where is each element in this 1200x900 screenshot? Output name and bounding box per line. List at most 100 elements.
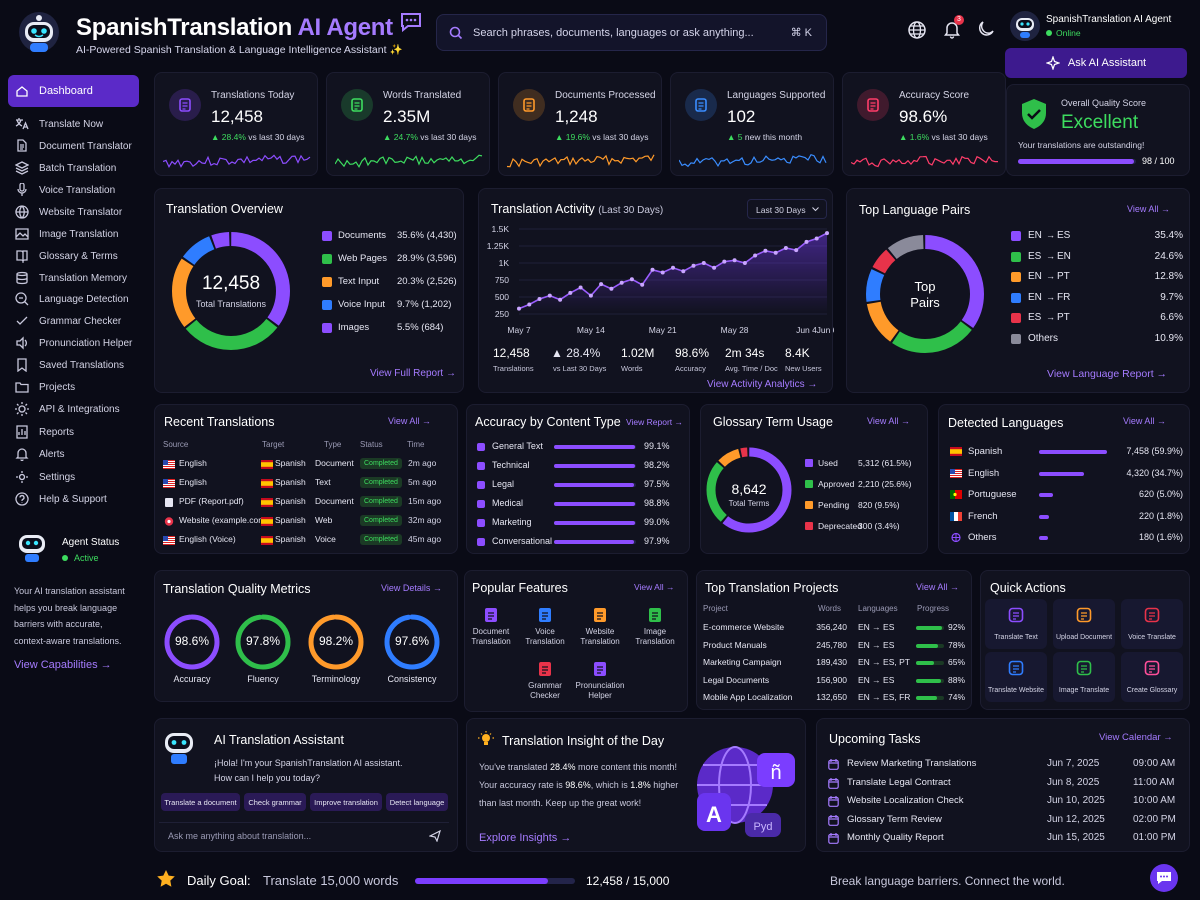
sidebar-item-pronunciation-helper[interactable]: Pronunciation Helper	[8, 333, 139, 353]
general-text-icon	[477, 443, 485, 451]
pronunciation-icon	[594, 662, 606, 676]
sidebar-item-translation-memory[interactable]: Translation Memory	[8, 268, 139, 288]
table-row[interactable]: English (Voice) Spanish Voice Completed 45m …	[155, 534, 455, 548]
notification-button[interactable]: 3	[942, 15, 964, 41]
agent-status-value: Active	[62, 553, 99, 563]
search-bar[interactable]: Search phrases, documents, languages or …	[436, 14, 827, 51]
activity-point	[753, 253, 758, 258]
sidebar-item-alerts[interactable]: Alerts	[8, 444, 139, 464]
table-row[interactable]: PDF (Report.pdf) Spanish Document Completed…	[155, 496, 455, 510]
sidebar-item-reports[interactable]: Reports	[8, 422, 139, 442]
view-capabilities-link[interactable]: View Capabilities →	[14, 659, 112, 671]
sidebar-item-document-translator[interactable]: Document Translator	[8, 136, 139, 156]
kpi-value: 12,458	[211, 107, 263, 126]
sidebar-item-translate-now[interactable]: Translate Now	[8, 114, 139, 134]
table-row[interactable]: Website (example.com) Spanish Web Completed…	[155, 515, 455, 529]
view-full-report-link[interactable]: View Full Report →	[370, 368, 456, 379]
view-language-report-link[interactable]: View Language Report →	[1047, 368, 1168, 380]
voice-icon	[539, 608, 551, 622]
sidebar-item-batch-translation[interactable]: Batch Translation	[8, 158, 139, 178]
view-activity-analytics-link[interactable]: View Activity Analytics →	[707, 379, 818, 390]
database-icon	[16, 271, 28, 285]
feature-image[interactable]: Image Translation	[627, 607, 683, 647]
moon-icon[interactable]	[977, 20, 995, 38]
sidebar-item-voice-translation[interactable]: Voice Translation	[8, 180, 139, 200]
quick-action-label: Upload Document	[1055, 634, 1113, 641]
ask-ai-assistant-button[interactable]: Ask AI Assistant	[1005, 48, 1187, 78]
legend-label: Documents	[338, 230, 387, 241]
sidebar-item-image-translation[interactable]: Image Translation	[8, 224, 139, 244]
task-row[interactable]: Monthly Quality Report Jun 15, 2025 01:00 …	[817, 832, 1187, 846]
avatar[interactable]	[1010, 11, 1040, 41]
sidebar-item-website-translator[interactable]: Website Translator	[8, 202, 139, 222]
status-badge: Completed	[360, 496, 402, 507]
sidebar-item-dashboard[interactable]: Dashboard	[8, 75, 139, 107]
table-row[interactable]: English Spanish Document Completed 2m ago	[155, 458, 455, 472]
pair-arrow: →	[1046, 271, 1055, 281]
view-calendar-link[interactable]: View Calendar →	[1099, 732, 1173, 743]
globe-icon[interactable]	[907, 20, 927, 40]
quick-action-translate-text[interactable]: Translate Text	[985, 599, 1047, 649]
sidebar-item-label: Alerts	[39, 448, 65, 460]
period-dropdown[interactable]: Last 30 Days	[747, 199, 827, 219]
glossary-total: 8,642	[731, 481, 767, 497]
table-row[interactable]: English Spanish Text Completed 5m ago	[155, 477, 455, 491]
sidebar-item-grammar-checker[interactable]: Grammar Checker	[8, 311, 139, 331]
sidebar-item-glossary-terms[interactable]: Glossary & Terms	[8, 246, 139, 266]
table-row[interactable]: Marketing Campaign 189,430 EN → ES, PT 65%	[697, 657, 969, 670]
table-row[interactable]: E-commerce Website 356,240 EN → ES 92%	[697, 622, 969, 635]
project-words: 132,650	[816, 692, 847, 702]
quick-action-upload-document[interactable]: Upload Document	[1053, 599, 1115, 649]
feature-pronunciation[interactable]: Pronunciation Helper	[572, 661, 628, 701]
table-row[interactable]: Legal Documents 156,900 EN → ES 88%	[697, 675, 969, 688]
send-icon[interactable]	[429, 830, 441, 842]
status-badge: Completed	[360, 515, 402, 526]
language-pairs-view-all[interactable]: View All →	[1127, 204, 1170, 214]
quick-action-image-translate[interactable]: Image Translate	[1053, 652, 1115, 702]
column-header: Progress	[917, 604, 950, 613]
quality-metrics-view-details[interactable]: View Details →	[381, 583, 442, 593]
task-row[interactable]: Translate Legal Contract Jun 8, 2025 11:00…	[817, 777, 1187, 791]
accuracy-view-report[interactable]: View Report →	[626, 417, 684, 427]
feature-website[interactable]: Website Translation	[572, 607, 628, 647]
legend-swatch	[322, 254, 332, 264]
app-title: SpanishTranslation AI Agent	[76, 11, 423, 42]
quick-action-translate-website[interactable]: Translate Website	[985, 652, 1047, 702]
chip-translate-document[interactable]: Translate a document	[161, 793, 240, 811]
sidebar-item-saved-translations[interactable]: Saved Translations	[8, 355, 139, 375]
table-row[interactable]: Product Manuals 245,780 EN → ES 78%	[697, 640, 969, 653]
sidebar-item-help-support[interactable]: Help & Support	[8, 489, 139, 509]
sidebar-item-label: Settings	[39, 471, 76, 483]
feature-voice[interactable]: Voice Translation	[517, 607, 573, 647]
task-row[interactable]: Glossary Term Review Jun 12, 2025 02:00 PM	[817, 814, 1187, 828]
kpi-label: Languages Supported	[727, 90, 826, 101]
translate-text-icon	[1008, 607, 1024, 623]
quality-desc: Your translations are outstanding!	[1018, 140, 1145, 150]
chip-improve-translation[interactable]: Improve translation	[310, 793, 382, 811]
recent-view-all[interactable]: View All →	[388, 416, 431, 426]
feature-grammar[interactable]: Grammar Checker	[517, 661, 573, 701]
sidebar-item-language-detection[interactable]: Language Detection	[8, 289, 139, 309]
sidebar-item-api-integrations[interactable]: API & Integrations	[8, 399, 139, 419]
task-row[interactable]: Review Marketing Translations Jun 7, 2025…	[817, 758, 1187, 772]
search-input[interactable]: Search phrases, documents, languages or …	[473, 27, 754, 39]
quick-action-voice-translate[interactable]: Voice Translate	[1121, 599, 1183, 649]
chip-detect-language[interactable]: Detect language	[386, 793, 448, 811]
detected-view-all[interactable]: View All →	[1123, 416, 1166, 426]
feature-document[interactable]: Document Translation	[463, 607, 519, 647]
sidebar-item-settings[interactable]: Settings	[8, 467, 139, 487]
book-icon	[16, 250, 28, 263]
assistant-input[interactable]: Ask me anything about translation...	[159, 822, 449, 846]
glossary-view-all[interactable]: View All →	[867, 416, 910, 426]
projects-view-all[interactable]: View All →	[916, 582, 959, 592]
chip-check-grammar[interactable]: Check grammar	[244, 793, 306, 811]
accuracy-bar	[554, 464, 636, 468]
explore-insights-link[interactable]: Explore Insights →	[479, 832, 572, 844]
chat-fab-button[interactable]	[1150, 864, 1178, 892]
features-view-all[interactable]: View All →	[634, 582, 675, 592]
task-row[interactable]: Website Localization Check Jun 10, 2025 10…	[817, 795, 1187, 809]
quick-action-create-glossary[interactable]: Create Glossary	[1121, 652, 1183, 702]
sidebar-item-label: Pronunciation Helper	[39, 337, 133, 349]
table-row[interactable]: Mobile App Localization 132,650 EN → ES, F…	[697, 692, 969, 705]
sidebar-item-projects[interactable]: Projects	[8, 377, 139, 397]
